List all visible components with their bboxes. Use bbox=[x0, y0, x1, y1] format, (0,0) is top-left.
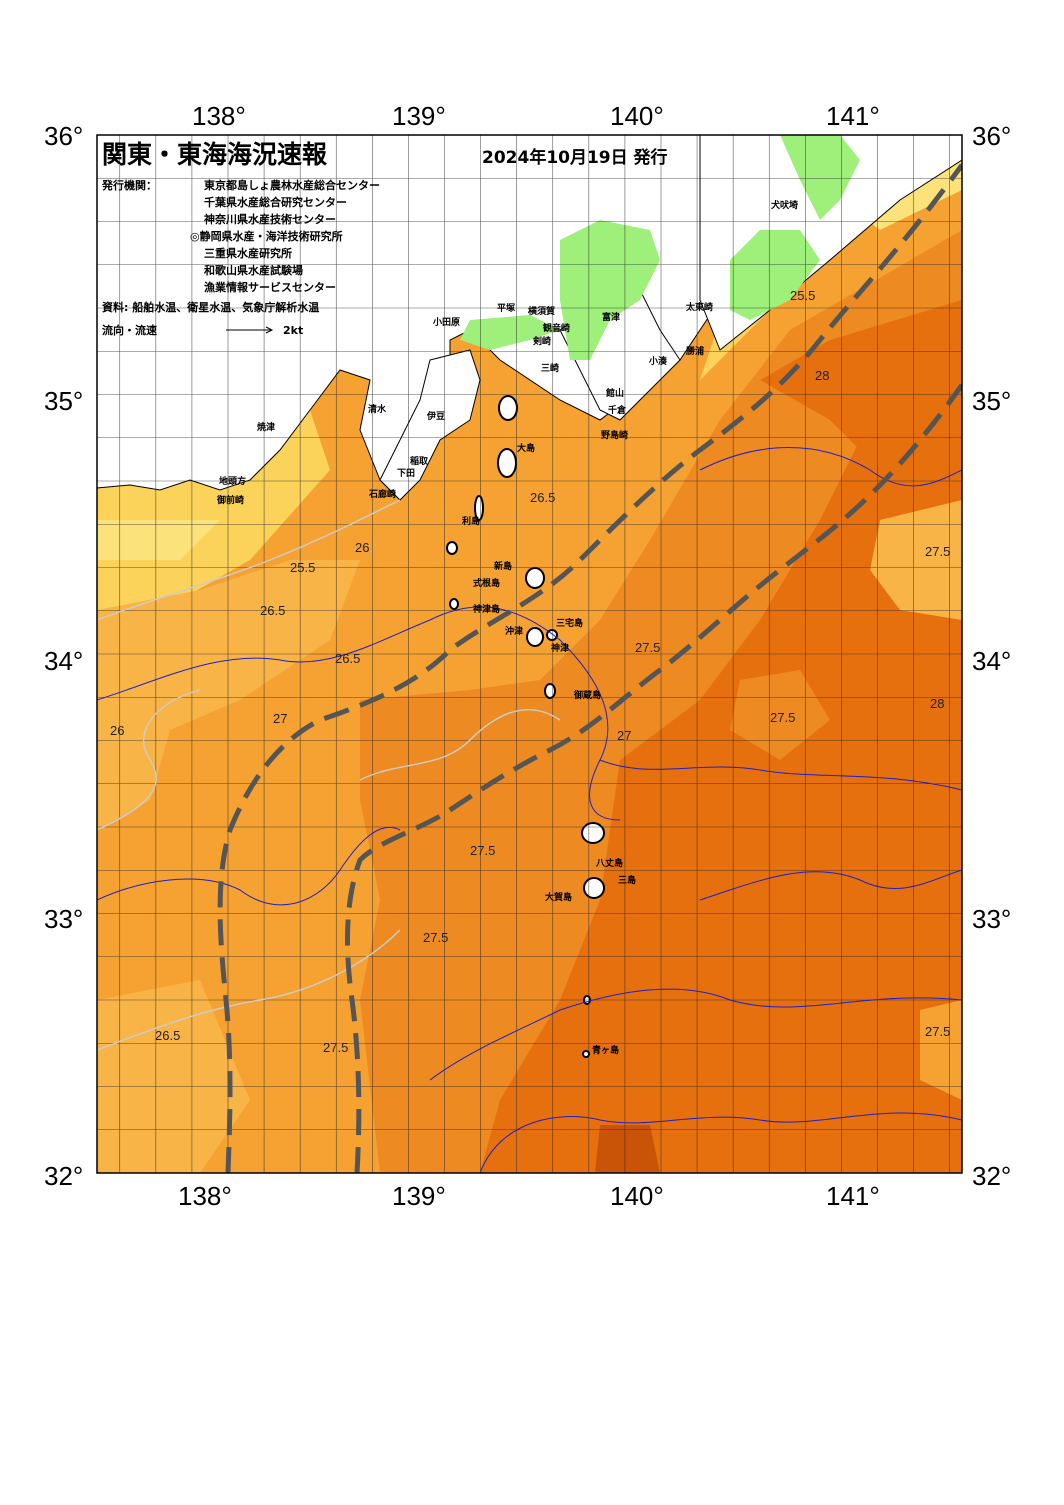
place-label: 新島 bbox=[494, 560, 512, 572]
place-label: 横須賀 bbox=[528, 305, 555, 317]
place-label: 勝浦 bbox=[686, 345, 704, 357]
isotherm-value: 27.5 bbox=[770, 710, 795, 725]
agency-item: 東京都島しょ農林水産総合センター bbox=[204, 178, 380, 192]
place-label: 稲取 bbox=[410, 455, 429, 467]
isotherm-value: 27 bbox=[617, 728, 631, 743]
place-label: 沖津 bbox=[505, 625, 523, 637]
lat-label-left: 35° bbox=[44, 386, 83, 416]
place-label: 三崎 bbox=[541, 362, 559, 374]
place-label: 神津島 bbox=[473, 603, 500, 615]
flow-legend-value: 2kt bbox=[283, 324, 303, 337]
lon-label-top: 140° bbox=[610, 101, 664, 131]
issue-date: 2024年10月19日 発行 bbox=[482, 147, 668, 168]
isotherm-lines bbox=[97, 447, 962, 1173]
place-label: 下田 bbox=[397, 468, 415, 479]
place-label: 利島 bbox=[461, 515, 480, 527]
isotherm-value: 27.5 bbox=[925, 544, 950, 559]
place-label: 式根島 bbox=[473, 577, 500, 589]
agency-item: 千葉県水産総合研究センター bbox=[204, 195, 347, 209]
place-label: 焼津 bbox=[257, 421, 275, 433]
lat-label-right: 36° bbox=[972, 121, 1011, 151]
isotherm-value: 25.5 bbox=[290, 560, 315, 575]
lat-label-left: 32° bbox=[44, 1161, 83, 1191]
place-label: 地頭方 bbox=[219, 475, 246, 487]
isotherm-value: 26.5 bbox=[155, 1028, 180, 1043]
islands bbox=[446, 395, 605, 1058]
lon-label-bottom: 140° bbox=[610, 1181, 664, 1211]
lon-label-bottom: 141° bbox=[826, 1181, 880, 1211]
place-label: 石廊崎 bbox=[368, 488, 396, 500]
lowland-areas bbox=[460, 135, 860, 360]
isotherm-value: 27 bbox=[273, 711, 287, 726]
isotherm-value: 26 bbox=[110, 723, 124, 738]
lat-label-left: 33° bbox=[44, 904, 83, 934]
title-block: 関東・東海海況速報 2024年10月19日 発行 発行機関： 東京都島しょ農林水… bbox=[101, 140, 668, 337]
place-label: 館山 bbox=[605, 387, 624, 399]
agencies-label: 発行機関： bbox=[101, 178, 157, 192]
lon-label-top: 139° bbox=[392, 101, 446, 131]
map-border bbox=[96, 134, 963, 1174]
place-label: 大賀島 bbox=[545, 891, 572, 903]
isotherm-value: 26.5 bbox=[530, 490, 555, 505]
map-title: 関東・東海海況速報 bbox=[102, 140, 328, 169]
isotherm-value: 27.5 bbox=[635, 640, 660, 655]
isotherm-value: 26.5 bbox=[260, 603, 285, 618]
agency-item: 和歌山県水産試験場 bbox=[204, 263, 303, 277]
place-label: 小湊 bbox=[648, 355, 668, 367]
lon-label-bottom: 139° bbox=[392, 1181, 446, 1211]
lat-label-left: 36° bbox=[44, 121, 83, 151]
place-label: 野島崎 bbox=[601, 429, 628, 441]
lat-label-right: 34° bbox=[972, 646, 1011, 676]
lat-label-right: 32° bbox=[972, 1161, 1011, 1191]
place-label: 剣崎 bbox=[532, 335, 551, 347]
lat-label-left: 34° bbox=[44, 646, 83, 676]
isotherm-value: 28 bbox=[930, 696, 944, 711]
place-label: 富津 bbox=[602, 311, 620, 323]
place-label: 三宅島 bbox=[556, 617, 583, 629]
isotherm-value: 28 bbox=[815, 368, 829, 383]
agency-item: 神奈川県水産技術センター bbox=[204, 212, 336, 226]
isotherm-value: 27.5 bbox=[323, 1040, 348, 1055]
agency-item: ◎静岡県水産・海洋技術研究所 bbox=[190, 229, 343, 243]
data-sources: 資料: 船舶水温、衛星水温、気象庁解析水温 bbox=[102, 300, 319, 314]
agency-item: 漁業情報サービスセンター bbox=[204, 280, 336, 294]
isotherm-value: 27.5 bbox=[423, 930, 448, 945]
lon-label-top: 141° bbox=[826, 101, 880, 131]
lat-lon-grid bbox=[97, 135, 962, 1173]
place-label: 観音崎 bbox=[543, 322, 570, 334]
agency-item: 三重県水産研究所 bbox=[204, 246, 292, 260]
place-label: 犬吠埼 bbox=[770, 199, 798, 211]
flow-legend-arrowhead bbox=[265, 326, 274, 334]
place-label: 神津 bbox=[551, 642, 569, 654]
lon-label-bottom: 138° bbox=[178, 1181, 232, 1211]
lat-label-right: 35° bbox=[972, 386, 1011, 416]
lon-label-top: 138° bbox=[192, 101, 246, 131]
isotherm-value: 27.5 bbox=[470, 843, 495, 858]
place-label: 太東崎 bbox=[685, 301, 713, 313]
place-label: 三島 bbox=[618, 874, 636, 886]
isotherm-value: 27.5 bbox=[925, 1024, 950, 1039]
place-label: 御蔵島 bbox=[573, 689, 601, 701]
place-label: 小田原 bbox=[432, 316, 460, 328]
place-label: 伊豆 bbox=[426, 410, 445, 422]
flow-legend-label: 流向・流速 bbox=[102, 323, 157, 337]
place-label: 御前崎 bbox=[216, 494, 244, 506]
isotherm-value: 26.5 bbox=[335, 651, 360, 666]
lat-label-right: 33° bbox=[972, 904, 1011, 934]
isotherm-lines-light bbox=[97, 499, 561, 1051]
place-label: 平塚 bbox=[497, 302, 515, 314]
isotherm-value: 25.5 bbox=[790, 288, 815, 303]
current-axis bbox=[217, 163, 962, 1173]
place-label: 八丈島 bbox=[595, 857, 623, 869]
isotherm-value: 26 bbox=[355, 540, 369, 555]
place-label: 青ヶ島 bbox=[592, 1044, 619, 1056]
place-label: 大島 bbox=[517, 442, 535, 454]
isotherm-value-labels: 25.5 26 26.5 26.5 25.5 26.5 27 27.5 27.5… bbox=[110, 288, 950, 1055]
axis-labels: 138° 139° 140° 141° 138° 139° 140° 141° … bbox=[44, 101, 1011, 1211]
place-labels: 小田原 平塚 横須賀 観音崎 剣崎 富津 三崎 館山 千倉 野島崎 小湊 勝浦 … bbox=[216, 199, 798, 1056]
izu-peninsula bbox=[379, 349, 481, 501]
place-label: 清水 bbox=[368, 403, 387, 415]
place-label: 千倉 bbox=[608, 404, 627, 416]
